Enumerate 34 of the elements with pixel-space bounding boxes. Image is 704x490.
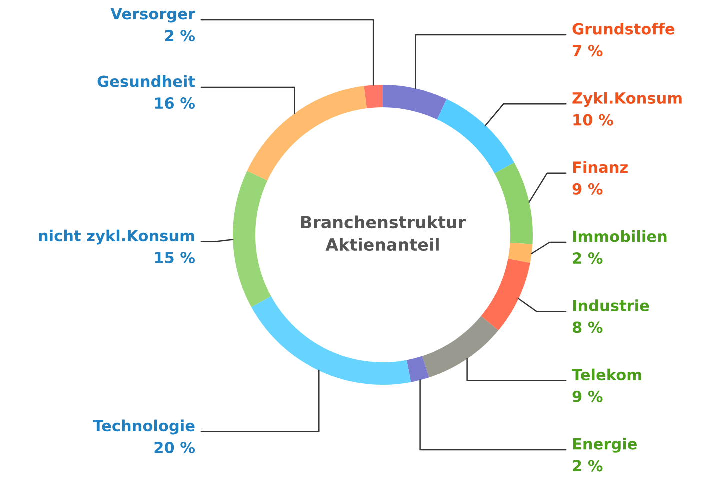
- data-label: 10 %: [574, 114, 614, 126]
- slice-label: Versorger: [110, 8, 196, 23]
- data-label: 2 %: [573, 460, 603, 472]
- donut-slice: [383, 85, 447, 120]
- donut-slice: [481, 258, 530, 331]
- donut-slice: [406, 356, 430, 382]
- data-label: 9 %: [572, 183, 603, 195]
- data-label: 15 %: [155, 252, 196, 264]
- slice-label: Telekom: [572, 368, 642, 381]
- donut-slice: [247, 86, 368, 181]
- text: Branchenstruktur Aktienanteil: [302, 216, 466, 252]
- donut-slice: [233, 171, 272, 308]
- data-label: 8 %: [572, 322, 603, 334]
- donut-slice: [494, 162, 533, 244]
- data-label: 20 %: [154, 442, 196, 454]
- slice-label: Gesundheit: [98, 76, 196, 88]
- data-label: 16 %: [155, 98, 196, 110]
- donut-slice: [422, 316, 499, 378]
- slice-label: Technologie: [93, 420, 195, 435]
- data-label: 2 %: [165, 30, 196, 42]
- donut-slice: [437, 99, 514, 174]
- data-label: 7 %: [573, 45, 603, 57]
- slice-label: Finanz: [573, 161, 628, 174]
- slice-label: Energie: [573, 438, 638, 453]
- data-label: 9 %: [572, 390, 603, 402]
- slice-label: nicht zykl.Konsum: [39, 230, 194, 245]
- slice-label: Immobilien: [573, 230, 667, 242]
- donut-slice: [252, 296, 412, 385]
- slice-label: Zykl.Konsum: [572, 92, 682, 108]
- data-label: 2 %: [573, 252, 603, 264]
- slice-label: Grundstoffe: [572, 23, 675, 35]
- slice-label: Industrie: [573, 300, 650, 312]
- donut-slice: [508, 243, 533, 264]
- donut-slice: [364, 85, 383, 109]
